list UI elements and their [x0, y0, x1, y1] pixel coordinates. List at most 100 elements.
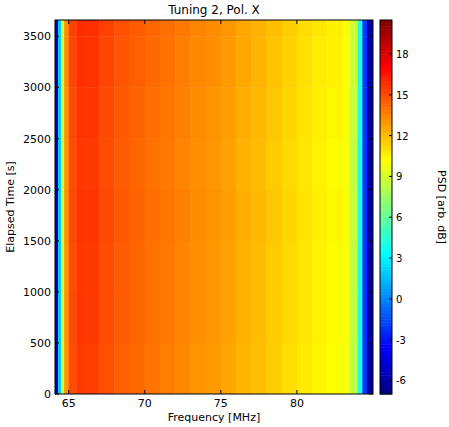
colorbar-step [380, 151, 392, 155]
cell [64, 292, 69, 343]
cell [61, 190, 64, 241]
colorbar-step [380, 350, 392, 354]
cell [221, 87, 237, 138]
colorbar-step [380, 385, 392, 389]
cell [358, 190, 363, 241]
cell [312, 36, 328, 87]
colorbar-step [380, 388, 392, 392]
colorbar-step [380, 357, 392, 361]
cell [64, 139, 69, 190]
cell [221, 292, 237, 343]
cell [367, 292, 373, 343]
y-tick [369, 138, 373, 139]
colorbar-step [380, 45, 392, 49]
colorbar-step [380, 101, 392, 105]
colorbar-step [380, 145, 392, 149]
colorbar-step [380, 39, 392, 43]
colorbar-step [380, 226, 392, 230]
cell [190, 36, 206, 87]
colorbar-step [380, 372, 392, 376]
colorbar-step [380, 76, 392, 80]
colorbar-step [380, 123, 392, 127]
cell [206, 190, 222, 241]
colorbar-step [380, 85, 392, 89]
cell [312, 343, 328, 394]
cell [350, 20, 358, 37]
colorbar-step [380, 107, 392, 111]
cell [358, 20, 363, 37]
colorbar-title: PSD [arb. dB] [435, 170, 448, 244]
colorbar-step [380, 363, 392, 367]
colorbar-step [380, 369, 392, 373]
cell [236, 292, 252, 343]
colorbar-step [380, 207, 392, 211]
cell [99, 139, 115, 190]
cell [130, 343, 146, 394]
colorbar-step [380, 235, 392, 239]
colorbar-step [380, 110, 392, 114]
colorbar-step [380, 20, 392, 24]
colorbar-step [380, 79, 392, 83]
colorbar-step [380, 198, 392, 202]
cell [76, 87, 84, 138]
colorbar-step [380, 213, 392, 217]
colorbar-tick [389, 94, 392, 95]
cell [190, 87, 206, 138]
y-axis-title: Elapsed Time [s] [4, 161, 17, 252]
colorbar-step [380, 188, 392, 192]
cell [251, 139, 267, 190]
colorbar-step [380, 160, 392, 164]
cell [58, 20, 61, 37]
cell [236, 343, 252, 394]
cell [367, 343, 373, 394]
colorbar-step [380, 297, 392, 301]
cell [114, 36, 130, 87]
cell [297, 343, 313, 394]
cell [362, 20, 367, 37]
colorbar-step [380, 61, 392, 65]
cell [175, 343, 191, 394]
cell [358, 139, 363, 190]
cell [175, 139, 191, 190]
colorbar-tick-label: 9 [396, 171, 402, 182]
cell [84, 241, 100, 292]
colorbar-tick [389, 217, 392, 218]
cell [61, 343, 64, 394]
cell [206, 292, 222, 343]
cell [114, 139, 130, 190]
cell [251, 87, 267, 138]
colorbar-step [380, 70, 392, 74]
colorbar-step [380, 329, 392, 333]
colorbar-step [380, 163, 392, 167]
cell [362, 190, 367, 241]
cells [55, 20, 373, 394]
colorbar-tick-label: 3 [396, 253, 402, 264]
colorbar-step [380, 375, 392, 379]
cell [350, 87, 358, 138]
cell [221, 139, 237, 190]
colorbar-step [380, 232, 392, 236]
cell [175, 292, 191, 343]
cell [84, 190, 100, 241]
colorbar-step [380, 251, 392, 255]
colorbar-tick-label: 0 [396, 294, 402, 305]
cell [358, 87, 363, 138]
cell [266, 343, 282, 394]
cell [84, 36, 100, 87]
colorbar-step [380, 154, 392, 158]
colorbar-step [380, 135, 392, 139]
cell [190, 139, 206, 190]
cell [297, 20, 313, 37]
colorbar-step [380, 291, 392, 295]
cell [221, 36, 237, 87]
colorbar-tick [389, 54, 392, 55]
x-tick [296, 20, 297, 24]
colorbar-step [380, 254, 392, 258]
colorbar-step [380, 176, 392, 180]
colorbar-step [380, 382, 392, 386]
x-tick [144, 20, 145, 24]
colorbar-tick [389, 298, 392, 299]
cell [282, 343, 298, 394]
cell [61, 139, 64, 190]
cell [69, 292, 77, 343]
